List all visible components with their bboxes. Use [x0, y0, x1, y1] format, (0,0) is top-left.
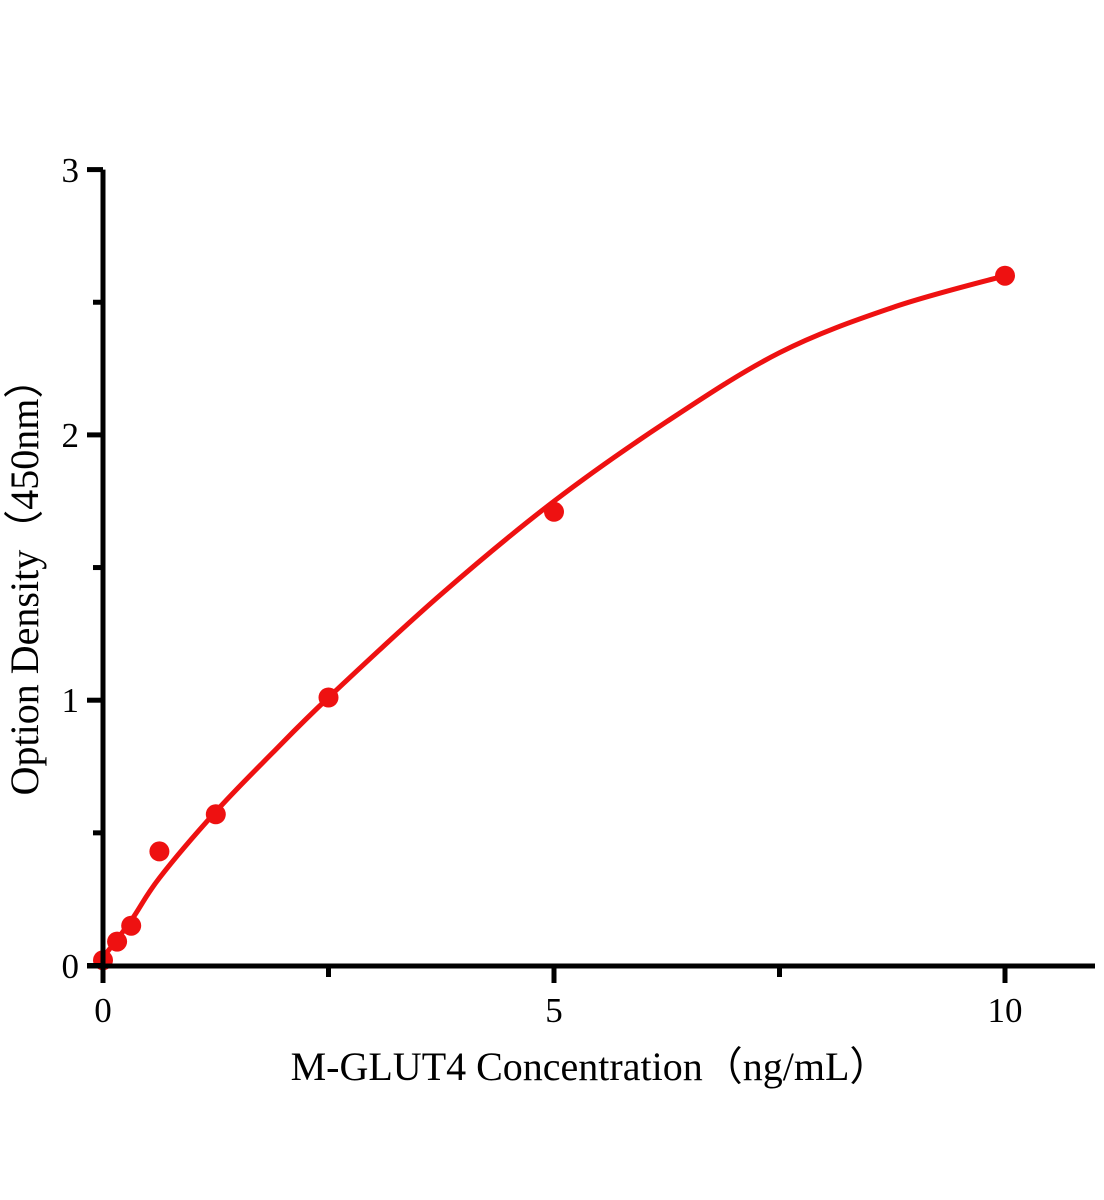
y-tick-label: 0	[62, 947, 80, 986]
x-tick-label: 10	[988, 991, 1023, 1030]
data-point-marker	[318, 687, 339, 708]
data-point-marker	[995, 265, 1015, 286]
tick-labels: 0 5 10 0 1 2 3	[62, 151, 1023, 1030]
y-tick-label: 2	[62, 416, 80, 455]
data-point-marker	[205, 804, 226, 825]
x-axis-title: M-GLUT4 Concentration（ng/mL）	[291, 1044, 890, 1089]
data-point-marker	[121, 915, 142, 936]
data-points	[93, 265, 1015, 971]
y-axis-title: Option Density（450nm）	[2, 359, 47, 796]
data-point-marker	[544, 501, 564, 522]
fit-curve-line	[100, 273, 1008, 960]
x-tick-label: 5	[545, 991, 563, 1030]
y-tick-label: 3	[62, 151, 80, 190]
y-tick-label: 1	[62, 681, 80, 720]
data-point-marker	[149, 841, 170, 862]
data-point-marker	[107, 931, 128, 952]
axes	[87, 167, 1095, 983]
x-tick-label: 0	[94, 991, 112, 1030]
